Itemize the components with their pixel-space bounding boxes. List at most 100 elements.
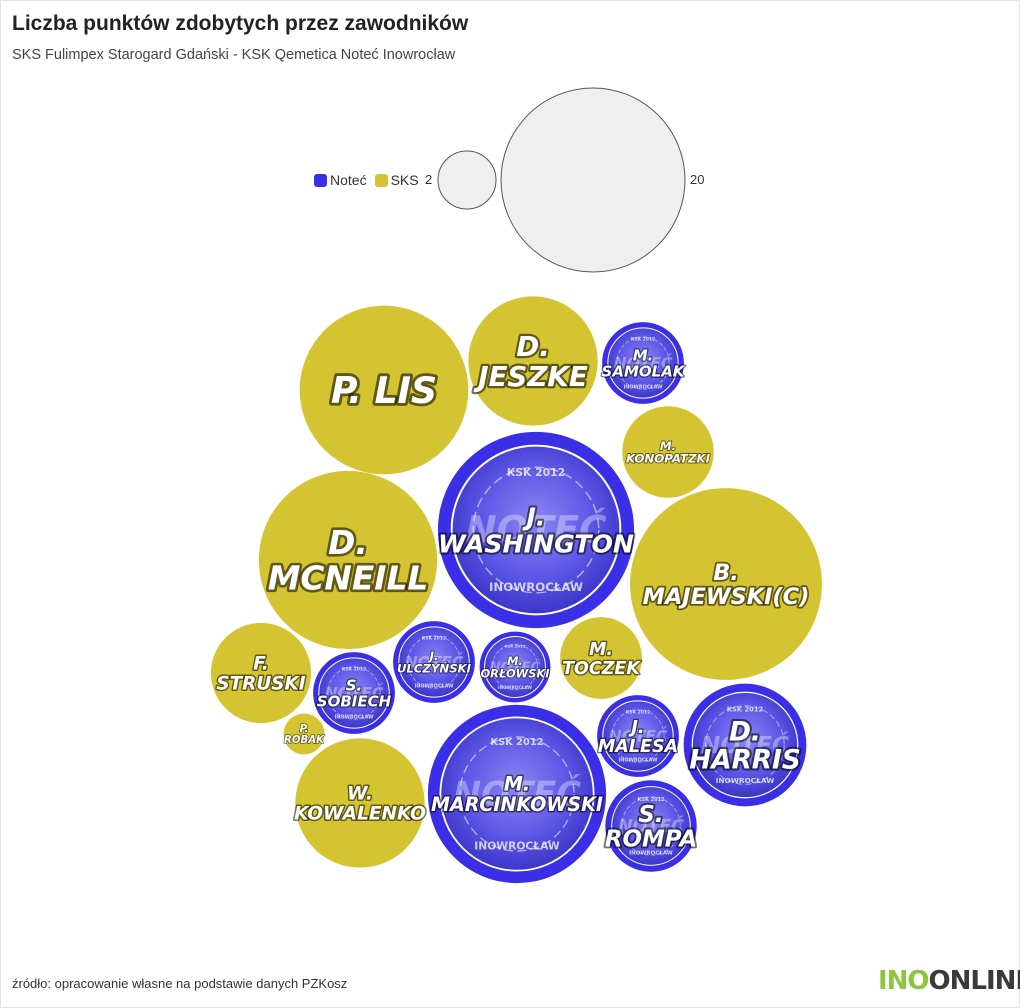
bubble-label-j-malesa: J.: [628, 718, 644, 738]
basketball-icon: [459, 736, 575, 852]
badge-wordmark: NOTEĆ: [614, 353, 673, 372]
basketball-icon: [621, 796, 681, 856]
badge-wordmark: NOTEĆ: [609, 726, 668, 745]
badge-top-text: KSK 2012: [491, 737, 544, 748]
bubble-label-p-lis: P. LIS: [331, 369, 437, 412]
legend-label-notec: Noteć: [330, 172, 367, 188]
bubble-label-m-toczek: TOCZEK: [562, 659, 641, 679]
badge-bottom-text: INOWROCŁAW: [498, 685, 532, 691]
bubble-badge-inner: [318, 657, 390, 729]
legend-item-sks[interactable]: SKS: [374, 172, 419, 188]
basketball-icon: [327, 666, 381, 720]
badge-bottom-text: INOWROCŁAW: [623, 384, 663, 390]
bubble-circle: [210, 622, 312, 724]
basketball-icon: [705, 705, 785, 785]
bubble-label-s-rompa: S.: [638, 802, 663, 828]
bubble-j-ulczy-ski[interactable]: NOTEĆ KSK 2012 INOWROCŁAW J.ULCZYŃSKI: [393, 621, 475, 703]
bubble-label-p-robak: P.: [300, 724, 309, 735]
bubble-w-kowalenko[interactable]: W.KOWALENKO: [293, 738, 428, 868]
bubble-badge-inner: [611, 786, 691, 866]
bubble-circle: [299, 305, 469, 475]
bubble-label-m-konopatzki: KONOPATZKI: [626, 452, 711, 466]
badge-wordmark: NOTEĆ: [618, 815, 684, 837]
bubble-circle: [295, 738, 425, 868]
bubble-m-toczek[interactable]: M.TOCZEK: [560, 617, 643, 699]
bubble-d-jeszke[interactable]: D.JESZKE: [468, 296, 598, 426]
bubble-label-s-rompa: ROMPA: [605, 827, 697, 853]
badge-top-text: KSK 2012: [637, 797, 665, 803]
bubble-label-w-kowalenko: KOWALENKO: [294, 804, 426, 825]
bubble-label-d-jeszke: JESZKE: [473, 360, 588, 393]
bubble-label-m-samolak: M.: [633, 346, 654, 364]
badge-wordmark: NOTEĆ: [405, 652, 464, 671]
bubble-d-mcneill[interactable]: D.MCNEILL: [258, 470, 438, 650]
bubble-d-harris[interactable]: NOTEĆ KSK 2012 INOWROCŁAW D.HARRIS: [683, 683, 807, 807]
bubble-badge-inner: [691, 691, 799, 799]
badge-top-text: KSK 2012: [626, 710, 650, 716]
bubble-label-s-sobiech: SOBIECH: [317, 693, 392, 711]
badge-top-text: KSK 2012: [507, 466, 565, 479]
badge-bottom-text: INOWROCŁAW: [334, 714, 374, 720]
bubble-label-j-washington: WASHINGTON: [438, 530, 634, 559]
chart-title: Liczba punktów zdobytych przez zawodnikó…: [12, 12, 469, 35]
bubble-label-j-malesa: MALESA: [598, 737, 678, 757]
bubble-circle: [630, 488, 822, 680]
size-legend-large-circle: [500, 87, 686, 273]
bubble-m-marcinkowski[interactable]: NOTEĆ KSK 2012 INOWROCŁAW M.MARCINKOWSKI: [427, 704, 607, 884]
bubble-p-lis[interactable]: P. LIS: [299, 305, 469, 475]
legend-item-notec[interactable]: Noteć: [314, 172, 367, 188]
bubble-circle: [560, 617, 642, 699]
bubble-label-w-kowalenko: W.: [347, 784, 373, 805]
bubble-circle: [622, 406, 714, 498]
bubble-label-d-mcneill: D.: [328, 524, 368, 562]
logo-ino: INO: [878, 966, 930, 996]
size-legend-small-label: 2: [425, 172, 433, 187]
badge-bottom-text: INOWROCŁAW: [489, 580, 583, 594]
size-legend-small-circle: [437, 150, 497, 210]
basketball-icon: [491, 643, 539, 691]
bubble-b-majewski-c[interactable]: B.MAJEWSKI(C): [630, 488, 822, 680]
bubble-label-m-marcinkowski: MARCINKOWSKI: [431, 793, 603, 816]
bubble-m-or-owski[interactable]: NOTEĆ KSK 2012 INOWROCŁAW M.ORŁOWSKI: [480, 631, 551, 703]
badge-bottom-text: INOWROCŁAW: [618, 757, 658, 763]
bubble-label-m-konopatzki: M.: [660, 439, 676, 453]
badge-bottom-text: INOWROCŁAW: [716, 776, 775, 785]
bubble-label-d-harris: D.: [729, 717, 761, 747]
badge-wordmark: NOTEĆ: [701, 731, 789, 759]
size-legend-large-label: 20: [690, 172, 705, 187]
bubble-m-samolak[interactable]: NOTEĆ KSK 2012 INOWROCŁAW M.SAMOLAK: [600, 322, 687, 404]
brand-logo[interactable]: INOONLINE: [878, 966, 1020, 996]
logo-online: ONLINE: [928, 966, 1020, 996]
bubble-j-malesa[interactable]: NOTEĆ KSK 2012 INOWROCŁAW J.MALESA: [596, 695, 680, 777]
badge-top-text: KSK 2012: [505, 644, 526, 649]
basketball-icon: [472, 466, 600, 594]
badge-top-text: KSK 2012: [422, 636, 446, 642]
bubble-badge-inner: [602, 700, 674, 772]
badge-wordmark: NOTEĆ: [453, 774, 581, 814]
bubble-label-b-majewski-c: B.: [713, 560, 739, 586]
legend-swatch-sks: [374, 173, 388, 187]
bubble-label-f-struski: F.: [253, 654, 269, 675]
legend-swatch-notec: [314, 173, 327, 187]
badge-wordmark: NOTEĆ: [325, 683, 384, 702]
chart-subtitle: SKS Fulimpex Starogard Gdański - KSK Qem…: [12, 47, 456, 63]
badge-wordmark: NOTEĆ: [490, 658, 541, 676]
bubble-circle: [258, 470, 438, 650]
bubble-circle: [468, 296, 598, 426]
bubble-label-m-or-owski: M.: [507, 654, 523, 668]
badge-top-text: KSK 2012: [727, 705, 764, 713]
bubble-label-d-harris: HARRIS: [689, 746, 801, 776]
bubble-s-sobiech[interactable]: NOTEĆ KSK 2012 INOWROCŁAW S.SOBIECH: [313, 652, 395, 734]
bubble-label-m-marcinkowski: M.: [504, 773, 530, 796]
bubble-label-d-mcneill: MCNEILL: [268, 559, 429, 597]
bubble-p-robak[interactable]: P.ROBAK: [283, 713, 326, 755]
bubble-label-m-samolak: SAMOLAK: [602, 363, 686, 381]
bubble-m-konopatzki[interactable]: M.KONOPATZKI: [622, 406, 714, 498]
bubble-f-struski[interactable]: F.STRUSKI: [210, 622, 312, 724]
legend: Noteć SKS: [314, 172, 427, 188]
bubble-s-rompa[interactable]: NOTEĆ KSK 2012 INOWROCŁAW S.ROMPA: [603, 780, 699, 872]
bubble-label-b-majewski-c: MAJEWSKI(C): [643, 584, 810, 610]
legend-label-sks: SKS: [390, 172, 419, 188]
